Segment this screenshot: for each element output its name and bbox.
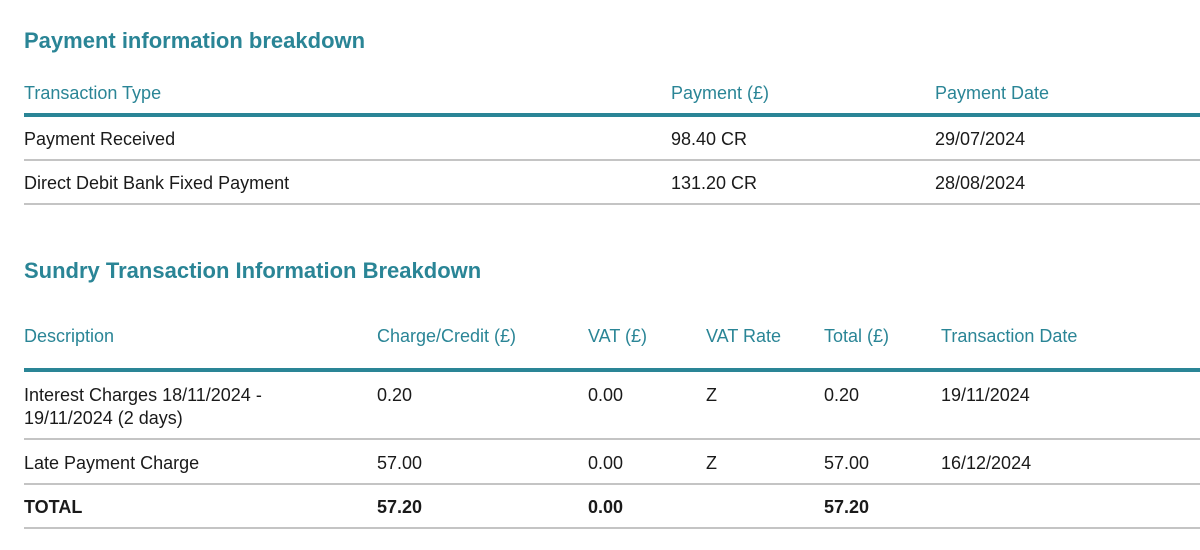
total-charge-credit: 57.20 bbox=[377, 497, 423, 517]
row-divider bbox=[24, 438, 1200, 440]
vat-cell: 0.00 bbox=[588, 385, 624, 405]
payment-date-cell: 29/07/2024 bbox=[935, 129, 1026, 149]
description-cell: Late Payment Charge bbox=[24, 453, 200, 473]
header-payment: Payment (£) bbox=[671, 83, 770, 103]
vat-rate-cell: Z bbox=[706, 385, 717, 405]
payment-date-cell: 28/08/2024 bbox=[935, 173, 1026, 193]
transaction-type-cell: Payment Received bbox=[24, 129, 176, 149]
total-amount: 57.20 bbox=[824, 497, 870, 517]
payment-amount-cell: 98.40 CR bbox=[671, 129, 748, 149]
header-vat: VAT (£) bbox=[588, 326, 648, 346]
vat-rate-cell: Z bbox=[706, 453, 717, 473]
charge-credit-cell: 57.00 bbox=[377, 453, 423, 473]
header-divider bbox=[24, 113, 1200, 117]
header-total: Total (£) bbox=[824, 326, 890, 346]
header-transaction-type: Transaction Type bbox=[24, 83, 162, 103]
description-cell-line1: Interest Charges 18/11/2024 - bbox=[24, 385, 262, 405]
header-charge-credit: Charge/Credit (£) bbox=[377, 326, 517, 346]
total-cell: 0.20 bbox=[824, 385, 860, 405]
header-transaction-date: Transaction Date bbox=[941, 326, 1078, 346]
vat-cell: 0.00 bbox=[588, 453, 624, 473]
row-divider bbox=[24, 159, 1200, 161]
transaction-type-cell: Direct Debit Bank Fixed Payment bbox=[24, 173, 290, 193]
transaction-date-cell: 16/12/2024 bbox=[941, 453, 1032, 473]
row-divider bbox=[24, 527, 1200, 529]
total-cell: 57.00 bbox=[824, 453, 870, 473]
row-divider bbox=[24, 203, 1200, 205]
payment-amount-cell: 131.20 CR bbox=[671, 173, 758, 193]
total-vat: 0.00 bbox=[588, 497, 624, 517]
total-label: TOTAL bbox=[24, 497, 83, 517]
sundry-section-title: Sundry Transaction Information Breakdown bbox=[24, 258, 482, 283]
header-vat-rate: VAT Rate bbox=[706, 326, 782, 346]
header-payment-date: Payment Date bbox=[935, 83, 1050, 103]
header-description: Description bbox=[24, 326, 115, 346]
charge-credit-cell: 0.20 bbox=[377, 385, 413, 405]
row-divider bbox=[24, 483, 1200, 485]
transaction-date-cell: 19/11/2024 bbox=[941, 385, 1030, 405]
header-divider bbox=[24, 368, 1200, 372]
description-cell-line2: 19/11/2024 (2 days) bbox=[24, 408, 183, 428]
payment-section-title: Payment information breakdown bbox=[24, 28, 366, 53]
